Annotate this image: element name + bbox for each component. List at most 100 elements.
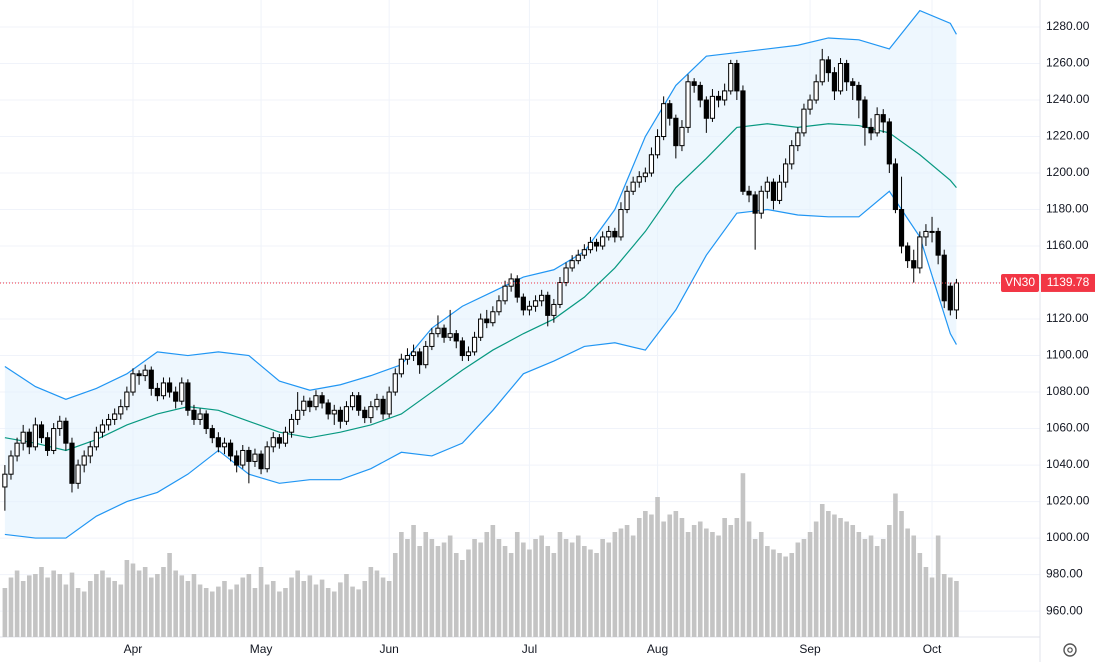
volume-bar <box>563 539 569 637</box>
candle-body <box>154 387 160 397</box>
candle-body <box>429 333 435 347</box>
candle-body <box>581 249 587 256</box>
volume-bar <box>551 553 557 637</box>
volume-bar <box>661 521 666 637</box>
x-tick-label: Oct <box>923 642 942 656</box>
y-tick-label: 1220.00 <box>1046 129 1090 143</box>
volume-bar <box>100 570 105 637</box>
candle-body <box>813 81 819 101</box>
volume-bar <box>466 549 471 637</box>
volume-bar <box>472 539 477 637</box>
candle-body <box>282 431 289 444</box>
volume-bar <box>270 581 276 637</box>
candle-body <box>776 181 783 201</box>
x-tick-label: May <box>250 642 273 656</box>
volume-bar <box>386 581 392 637</box>
volume-bar <box>460 560 465 637</box>
y-tick-label: 1020.00 <box>1046 494 1090 508</box>
candle-body <box>209 428 215 439</box>
candle-body <box>709 95 716 119</box>
candle-body <box>313 395 319 408</box>
candle-body <box>673 117 679 147</box>
volume-bar <box>801 539 807 637</box>
volume-bar <box>319 579 325 637</box>
volume-bar <box>374 570 380 637</box>
candle-body <box>947 285 953 311</box>
candle-body <box>923 230 929 238</box>
volume-bar <box>490 525 496 637</box>
volume-bar <box>380 577 386 637</box>
volume-bar <box>338 582 343 637</box>
band-line <box>4 123 957 452</box>
candle-body <box>917 236 923 269</box>
gear-ring[interactable] <box>1063 643 1077 657</box>
volume-bar <box>594 553 599 637</box>
candle-body <box>173 391 179 402</box>
candle-body <box>227 442 234 457</box>
volume-bar <box>222 581 227 637</box>
volume-bar <box>813 521 819 637</box>
candle-body <box>337 409 343 422</box>
candle-body <box>697 84 703 101</box>
candle-body <box>636 176 642 183</box>
candle-body <box>471 336 478 353</box>
volume-bar <box>264 584 270 637</box>
candle-body <box>551 303 557 316</box>
candle-body <box>392 373 398 393</box>
volume-bar <box>697 521 703 637</box>
candle-body <box>837 63 844 92</box>
volume-bar <box>582 546 587 637</box>
candle-body <box>911 260 917 269</box>
volume-bar <box>691 525 697 637</box>
gear-hub[interactable] <box>1067 647 1073 653</box>
volume-bar <box>862 539 868 637</box>
candle-body <box>715 95 722 101</box>
volume-bar <box>557 532 563 637</box>
candle-body <box>398 358 404 375</box>
candle-body <box>783 163 789 183</box>
volume-bar <box>887 525 892 637</box>
candle-body <box>831 72 838 92</box>
candle-body <box>795 132 801 147</box>
candle-body <box>496 300 502 313</box>
volume-bar <box>142 567 148 637</box>
volume-bar <box>57 574 63 637</box>
y-tick-label: 1060.00 <box>1046 421 1090 435</box>
volume-bar <box>874 546 880 637</box>
x-tick-label: Jul <box>522 642 537 656</box>
candle-body <box>898 209 905 247</box>
volume-bar <box>8 577 14 637</box>
candle-body <box>484 318 490 324</box>
candle-body <box>246 449 252 462</box>
volume-bar <box>423 532 429 637</box>
volume-bar <box>197 584 203 637</box>
candle-body <box>343 406 350 422</box>
settings-icon[interactable] <box>1063 643 1077 657</box>
volume-bar <box>87 581 93 637</box>
volume-bar <box>33 574 38 637</box>
candle-body <box>118 406 124 415</box>
volume-bar <box>948 577 953 637</box>
candle-body <box>758 190 764 214</box>
candle-body <box>38 424 45 439</box>
candle-body <box>44 437 51 451</box>
volume-bar <box>716 535 721 637</box>
volume-bar <box>155 574 160 637</box>
candle-body <box>905 245 911 262</box>
candle-body <box>892 163 899 211</box>
candle-body <box>221 442 228 448</box>
volume-bar <box>362 581 368 637</box>
volume-bar <box>954 581 959 637</box>
candle-body <box>752 194 758 214</box>
volume-bar <box>929 577 935 637</box>
last-price-tag <box>1041 273 1095 292</box>
band-line <box>4 190 957 539</box>
candle-body <box>166 382 173 393</box>
candle-body <box>404 355 411 360</box>
volume-bar <box>344 574 349 637</box>
candle-body <box>490 311 496 324</box>
volume-bar <box>203 588 209 637</box>
candle-body <box>136 373 142 377</box>
volume-bar <box>850 525 856 637</box>
candle-body <box>386 391 392 415</box>
